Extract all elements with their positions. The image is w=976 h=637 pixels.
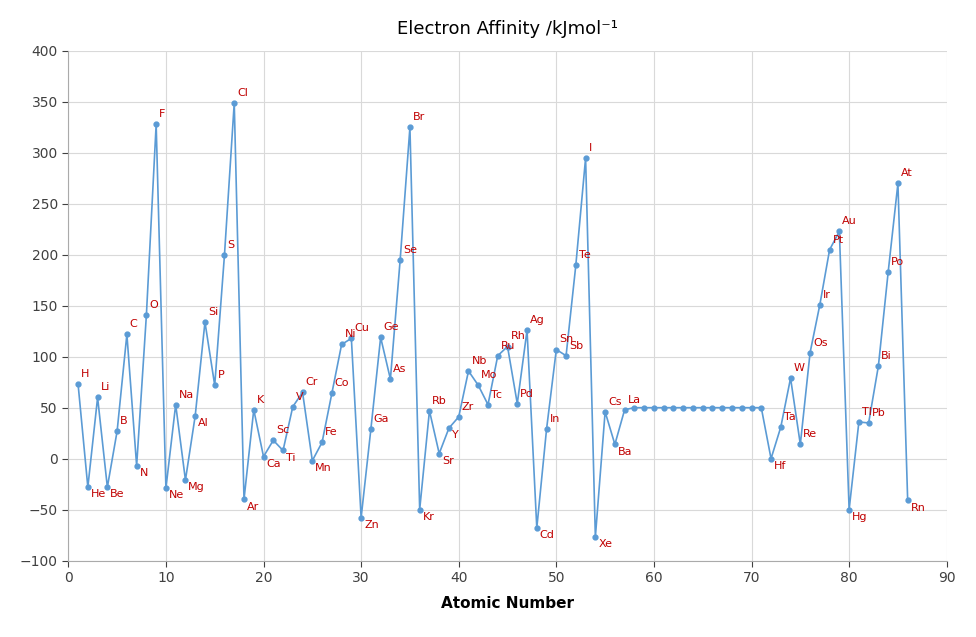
Text: In: In xyxy=(549,414,560,424)
Text: Be: Be xyxy=(110,489,125,499)
Text: Rb: Rb xyxy=(432,396,447,406)
Text: N: N xyxy=(140,468,148,478)
Text: Os: Os xyxy=(813,338,828,348)
Text: Cu: Cu xyxy=(354,324,369,333)
Text: Ge: Ge xyxy=(384,322,399,333)
Text: Pb: Pb xyxy=(872,408,885,418)
Text: Zr: Zr xyxy=(462,402,474,412)
Text: Kr: Kr xyxy=(423,512,434,522)
Text: Sn: Sn xyxy=(559,334,574,345)
Text: Si: Si xyxy=(208,307,219,317)
Text: Xe: Xe xyxy=(598,540,612,549)
Text: S: S xyxy=(227,240,234,250)
Text: F: F xyxy=(159,110,166,119)
Text: Ta: Ta xyxy=(784,412,795,422)
Text: Hg: Hg xyxy=(852,512,868,522)
Text: Ir: Ir xyxy=(823,290,831,299)
Text: Cr: Cr xyxy=(305,377,318,387)
Text: B: B xyxy=(120,416,128,426)
Text: Tc: Tc xyxy=(491,390,502,399)
Text: Ga: Ga xyxy=(374,414,389,424)
Text: Y: Y xyxy=(452,431,459,440)
Text: Pt: Pt xyxy=(833,234,843,245)
Text: Re: Re xyxy=(803,429,817,440)
Text: Cd: Cd xyxy=(540,530,554,540)
Text: Mo: Mo xyxy=(481,370,498,380)
Text: Ti: Ti xyxy=(286,453,296,462)
Text: Sr: Sr xyxy=(442,456,454,466)
Text: Al: Al xyxy=(198,418,209,428)
Text: Zn: Zn xyxy=(364,520,379,530)
Text: As: As xyxy=(393,364,407,374)
Text: Sb: Sb xyxy=(569,341,583,350)
Text: La: La xyxy=(628,395,640,404)
Text: O: O xyxy=(149,300,158,310)
Text: Ar: Ar xyxy=(247,502,260,512)
Title: Electron Affinity /kJmol⁻¹: Electron Affinity /kJmol⁻¹ xyxy=(397,20,618,38)
Text: Cl: Cl xyxy=(237,88,248,98)
Text: I: I xyxy=(589,143,591,153)
Text: Ba: Ba xyxy=(618,447,632,457)
Text: Ag: Ag xyxy=(530,315,545,325)
Text: Hf: Hf xyxy=(774,461,787,471)
Text: Li: Li xyxy=(101,382,110,392)
Text: Po: Po xyxy=(891,257,904,267)
Text: Rh: Rh xyxy=(510,331,525,341)
Text: Tl: Tl xyxy=(862,407,872,417)
X-axis label: Atomic Number: Atomic Number xyxy=(441,596,574,611)
Text: Nb: Nb xyxy=(471,356,487,366)
Text: Mn: Mn xyxy=(315,463,332,473)
Text: At: At xyxy=(901,168,913,178)
Text: K: K xyxy=(257,395,264,404)
Text: Ne: Ne xyxy=(169,490,184,501)
Text: Se: Se xyxy=(403,245,417,255)
Text: W: W xyxy=(793,363,804,373)
Text: Fe: Fe xyxy=(325,427,338,437)
Text: P: P xyxy=(218,370,224,380)
Text: C: C xyxy=(130,319,138,329)
Text: Ca: Ca xyxy=(266,459,281,469)
Text: Mg: Mg xyxy=(188,482,205,492)
Text: Te: Te xyxy=(579,250,590,260)
Text: Ni: Ni xyxy=(345,329,356,340)
Text: H: H xyxy=(81,369,90,379)
Text: Ru: Ru xyxy=(501,341,515,350)
Text: He: He xyxy=(91,489,106,499)
Text: Au: Au xyxy=(842,217,857,226)
Text: Na: Na xyxy=(179,390,194,399)
Text: V: V xyxy=(296,392,304,401)
Text: Br: Br xyxy=(413,112,426,122)
Text: Pd: Pd xyxy=(520,389,534,399)
Text: Cs: Cs xyxy=(608,397,622,406)
Text: Rn: Rn xyxy=(911,503,925,513)
Text: Sc: Sc xyxy=(276,426,290,435)
Text: Co: Co xyxy=(335,378,349,389)
Text: Bi: Bi xyxy=(881,351,892,361)
